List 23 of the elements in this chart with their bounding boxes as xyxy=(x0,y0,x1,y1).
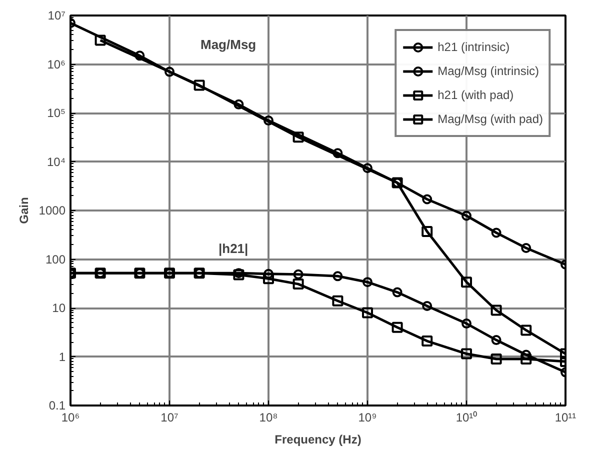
x-tick-label: 10⁷ xyxy=(160,410,178,424)
y-tick-label: 1000 xyxy=(38,204,66,218)
x-axis-title: Frequency (Hz) xyxy=(274,432,362,446)
y-tick-label: 0.1 xyxy=(48,398,66,412)
y-tick-label: 100 xyxy=(45,252,66,266)
legend-label: Mag/Msg (intrinsic) xyxy=(438,64,539,78)
y-tick-label: 10⁶ xyxy=(47,57,66,72)
y-tick-label: 10 xyxy=(52,301,66,315)
legend-label: h21 (intrinsic) xyxy=(438,40,510,54)
legend-label: h21 (with pad) xyxy=(438,88,514,102)
x-tick-label: 10⁸ xyxy=(259,410,278,424)
x-tick-label: 10⁹ xyxy=(358,410,377,424)
y-tick-label: 10⁵ xyxy=(47,106,66,120)
annotation: Mag/Msg xyxy=(200,37,256,52)
x-tick-label: 10¹⁰ xyxy=(456,410,478,424)
x-tick-label: 10⁶ xyxy=(61,410,80,424)
annotation: |h21| xyxy=(218,241,248,256)
y-tick-label: 10⁷ xyxy=(48,8,66,22)
y-tick-label: 1 xyxy=(58,350,66,364)
y-axis-title: Gain xyxy=(16,197,31,224)
x-tick-label: 10¹¹ xyxy=(554,410,576,424)
y-tick-label: 10⁴ xyxy=(46,154,66,169)
legend-label: Mag/Msg (with pad) xyxy=(438,112,543,126)
